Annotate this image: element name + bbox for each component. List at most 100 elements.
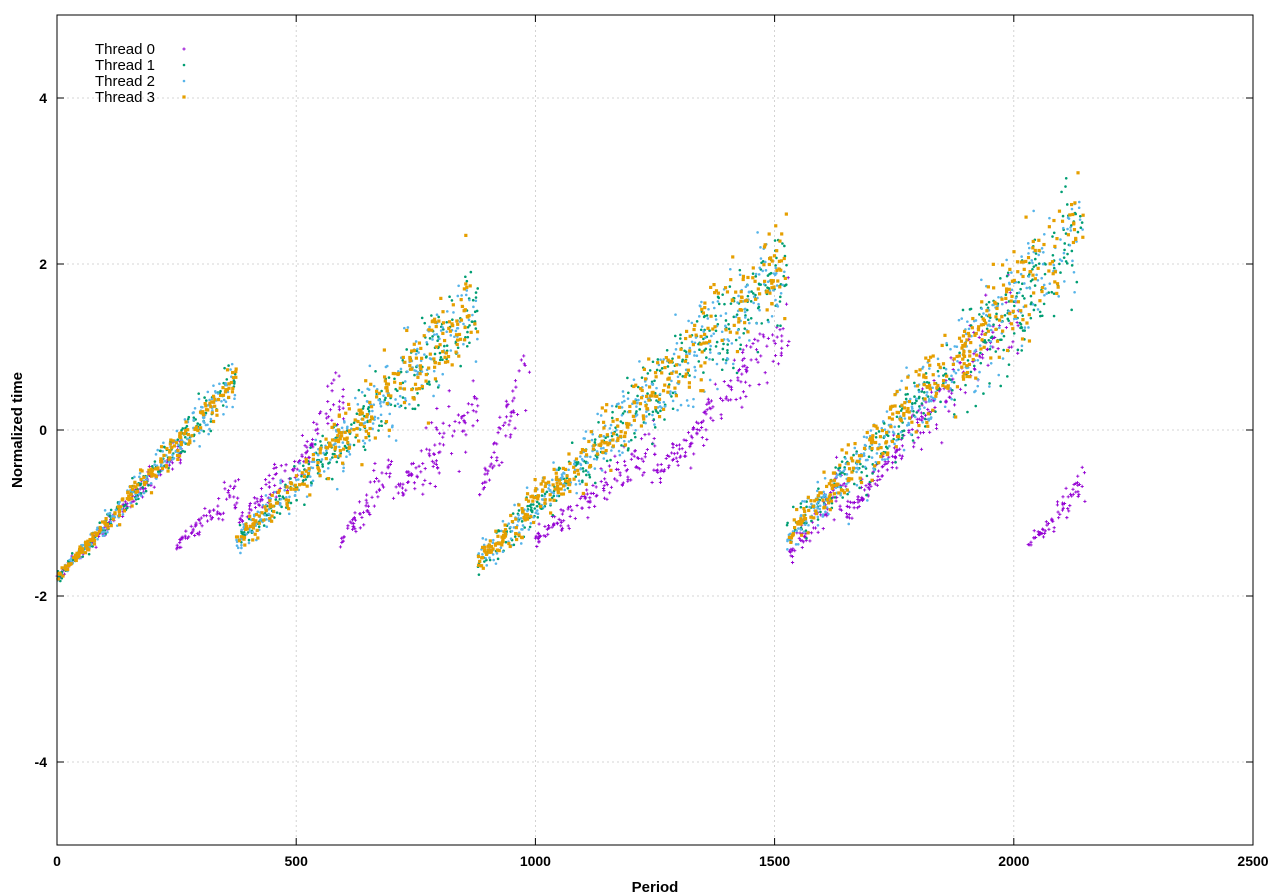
data-point (827, 512, 830, 516)
data-point (466, 335, 470, 339)
data-point (259, 497, 263, 501)
data-point (765, 344, 769, 348)
data-point (234, 505, 238, 510)
data-point (462, 413, 466, 418)
data-point (607, 464, 611, 468)
data-point (805, 537, 808, 540)
data-point (924, 375, 928, 380)
data-point (935, 386, 939, 390)
data-point (1037, 238, 1041, 242)
data-point (744, 314, 747, 317)
data-point (272, 466, 276, 470)
data-point (420, 356, 424, 360)
data-point (673, 334, 677, 338)
data-point (629, 438, 633, 442)
data-point (481, 537, 485, 540)
data-point (928, 367, 931, 370)
data-point (734, 315, 738, 319)
data-point (324, 412, 328, 416)
data-point (287, 512, 291, 516)
data-point (557, 517, 561, 521)
data-point (118, 523, 122, 527)
data-point (373, 415, 377, 419)
data-point (600, 406, 604, 410)
data-point (952, 403, 957, 407)
data-point (149, 467, 153, 471)
data-point (885, 468, 889, 472)
data-point (690, 441, 694, 445)
data-point (682, 438, 686, 442)
data-point (958, 351, 961, 355)
data-point (423, 467, 427, 471)
data-point (673, 386, 677, 390)
data-point (879, 446, 883, 450)
data-point (873, 468, 876, 472)
data-point (216, 398, 221, 402)
data-point (522, 354, 526, 358)
data-point (210, 411, 214, 415)
data-point (694, 336, 698, 339)
data-point (210, 516, 215, 520)
data-point (273, 483, 277, 488)
data-point (611, 410, 614, 414)
data-point (388, 462, 392, 467)
data-point (767, 320, 770, 324)
data-point (759, 354, 763, 358)
data-point (580, 494, 584, 499)
data-point (636, 466, 640, 470)
data-point (845, 488, 849, 492)
data-point (132, 484, 136, 488)
data-point (486, 544, 490, 548)
data-point (918, 405, 921, 408)
data-point (471, 298, 475, 302)
data-point (543, 498, 547, 502)
data-point (522, 515, 526, 520)
data-point (886, 460, 890, 464)
data-point (348, 453, 352, 456)
data-point (371, 427, 374, 431)
data-point (433, 360, 437, 365)
data-point (825, 484, 829, 489)
data-point (96, 537, 99, 541)
data-point (493, 543, 497, 547)
data-point (202, 514, 206, 518)
data-point (551, 478, 554, 482)
data-point (380, 483, 384, 487)
data-point (772, 285, 776, 289)
data-point (865, 493, 868, 497)
data-point (997, 355, 1001, 359)
data-point (586, 461, 589, 465)
data-point (233, 393, 237, 397)
data-point (175, 453, 180, 458)
data-point (1065, 262, 1069, 265)
data-point (756, 339, 760, 343)
data-point (642, 417, 646, 421)
data-point (873, 464, 877, 468)
data-point (360, 390, 364, 394)
data-point (548, 489, 551, 492)
data-point (817, 487, 820, 490)
data-point (234, 375, 238, 379)
data-point (502, 530, 506, 534)
data-point (629, 478, 633, 482)
data-point (367, 409, 371, 413)
data-point (448, 329, 452, 333)
data-point (342, 535, 346, 539)
data-point (761, 269, 765, 273)
data-point (435, 332, 439, 336)
data-point (1006, 375, 1009, 378)
data-point (630, 423, 633, 427)
data-point (340, 426, 344, 430)
data-point (864, 484, 868, 488)
data-point (1057, 209, 1062, 213)
data-point (383, 398, 387, 402)
data-point (855, 452, 858, 455)
data-point (1020, 344, 1024, 348)
data-point (973, 349, 976, 353)
data-point (565, 474, 569, 478)
data-point (248, 530, 252, 533)
data-point (411, 461, 416, 466)
data-point (227, 395, 231, 399)
data-point (259, 494, 264, 499)
data-point (957, 354, 961, 358)
